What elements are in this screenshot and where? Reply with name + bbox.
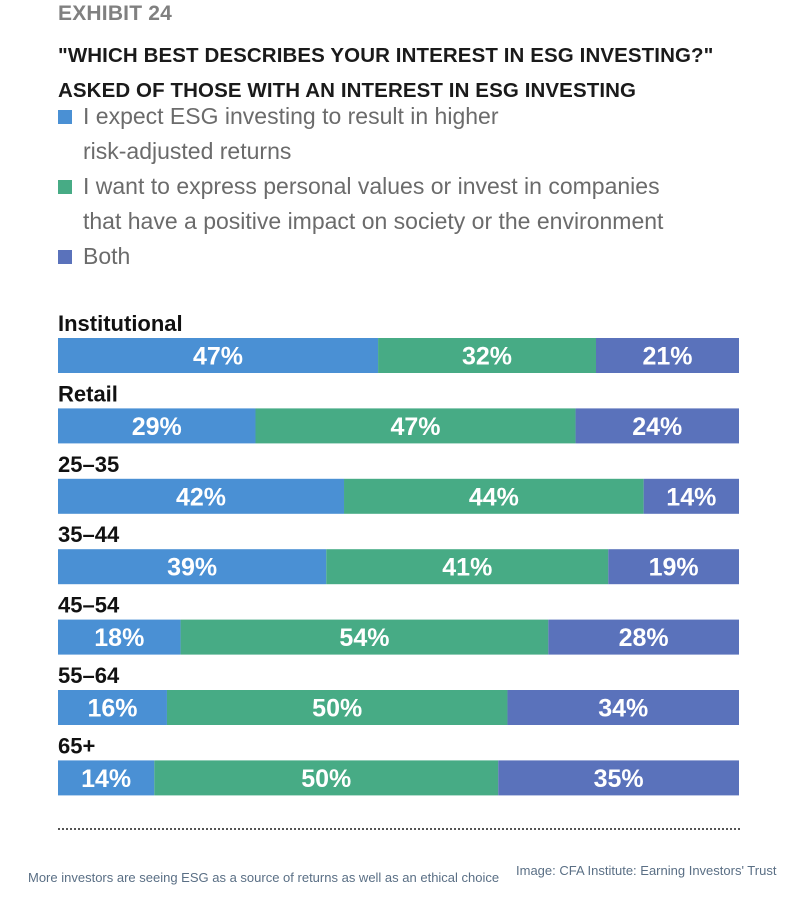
- bar-row-65: 65+ 14% 50% 35%: [58, 733, 739, 796]
- chart-title-line-2: ASKED OF THOSE WITH AN INTEREST IN ESG I…: [58, 79, 637, 102]
- data-label-both: 21%: [642, 343, 692, 371]
- bar-row-institutional: Institutional 47% 32% 21%: [58, 311, 739, 373]
- legend-label-values: I want to express personal values or inv…: [83, 173, 664, 234]
- bar-segment-both: [507, 690, 739, 725]
- image-caption: More investors are seeing ESG as a sourc…: [28, 870, 500, 885]
- bar-segment-returns: [58, 760, 155, 796]
- data-label-returns: 29%: [132, 413, 182, 441]
- bar-segment-both: [498, 760, 739, 796]
- data-label-returns: 18%: [94, 624, 144, 652]
- bar-row-25-35: 25–35 42% 44% 14%: [58, 452, 739, 514]
- bar-segment-values: [180, 619, 549, 655]
- legend-item-returns: I expect ESG investing to result in high…: [58, 99, 778, 169]
- image-credit: Image: CFA Institute: Earning Investors'…: [516, 863, 777, 878]
- chart-legend: I expect ESG investing to result in high…: [58, 99, 778, 274]
- bar-row-55-64: 55–64 16% 50% 34%: [58, 663, 739, 725]
- data-label-both: 19%: [649, 554, 699, 582]
- data-label-returns: 39%: [167, 554, 217, 582]
- data-label-both: 34%: [598, 695, 648, 723]
- legend-label-both: Both: [83, 243, 131, 269]
- category-label: 45–54: [58, 593, 120, 618]
- data-label-values: 47%: [390, 413, 440, 441]
- bar-row-retail: Retail 29% 47% 24%: [58, 381, 739, 444]
- bar-segment-values: [326, 549, 609, 585]
- bar-segment-both: [643, 478, 739, 514]
- data-label-values: 32%: [462, 343, 512, 371]
- footer-divider: [58, 828, 740, 830]
- category-label: Retail: [58, 381, 118, 406]
- bar-segment-values: [255, 408, 576, 444]
- data-label-returns: 42%: [176, 483, 226, 511]
- data-label-both: 35%: [594, 765, 644, 793]
- data-label-both: 14%: [666, 483, 716, 511]
- legend-swatch-both: [58, 250, 72, 264]
- legend-item-values: I want to express personal values or inv…: [58, 169, 778, 239]
- bar-segment-values: [166, 690, 508, 725]
- bar-segment-returns: [58, 619, 181, 655]
- category-label: 65+: [58, 733, 95, 758]
- bar-segment-returns: [58, 478, 345, 514]
- data-label-returns: 14%: [81, 765, 131, 793]
- legend-label-returns: I expect ESG investing to result in high…: [83, 103, 499, 164]
- bar-segment-returns: [58, 338, 379, 373]
- bar-row-45-54: 45–54 18% 54% 28%: [58, 593, 739, 655]
- bar-segment-returns: [58, 690, 167, 725]
- category-label: 25–35: [58, 452, 119, 477]
- bar-segment-values: [344, 478, 644, 514]
- category-label: 55–64: [58, 663, 120, 688]
- bar-segment-values: [154, 760, 499, 796]
- bar-row-35-44: 35–44 39% 41% 19%: [58, 522, 739, 585]
- data-label-returns: 16%: [87, 695, 137, 723]
- bar-segment-both: [608, 549, 739, 585]
- data-label-values: 54%: [339, 624, 389, 652]
- legend-swatch-returns: [58, 110, 72, 124]
- category-label: Institutional: [58, 311, 183, 336]
- chart-title: "WHICH BEST DESCRIBES YOUR INTEREST IN E…: [58, 38, 788, 108]
- data-label-values: 44%: [469, 483, 519, 511]
- bar-segment-both: [575, 408, 739, 444]
- data-label-values: 50%: [301, 765, 351, 793]
- bar-segment-both: [595, 338, 739, 373]
- bar-segment-returns: [58, 408, 256, 444]
- data-label-values: 50%: [312, 695, 362, 723]
- data-label-both: 24%: [632, 413, 682, 441]
- bar-segment-both: [548, 619, 739, 655]
- data-label-both: 28%: [619, 624, 669, 652]
- data-label-returns: 47%: [193, 343, 243, 371]
- category-label: 35–44: [58, 522, 120, 547]
- bar-segment-returns: [58, 549, 327, 585]
- exhibit-label: EXHIBIT 24: [58, 2, 173, 25]
- chart-title-line-1: "WHICH BEST DESCRIBES YOUR INTEREST IN E…: [58, 44, 714, 67]
- legend-swatch-values: [58, 180, 72, 194]
- legend-item-both: Both: [58, 239, 778, 274]
- bar-segment-values: [378, 338, 596, 373]
- data-label-values: 41%: [442, 554, 492, 582]
